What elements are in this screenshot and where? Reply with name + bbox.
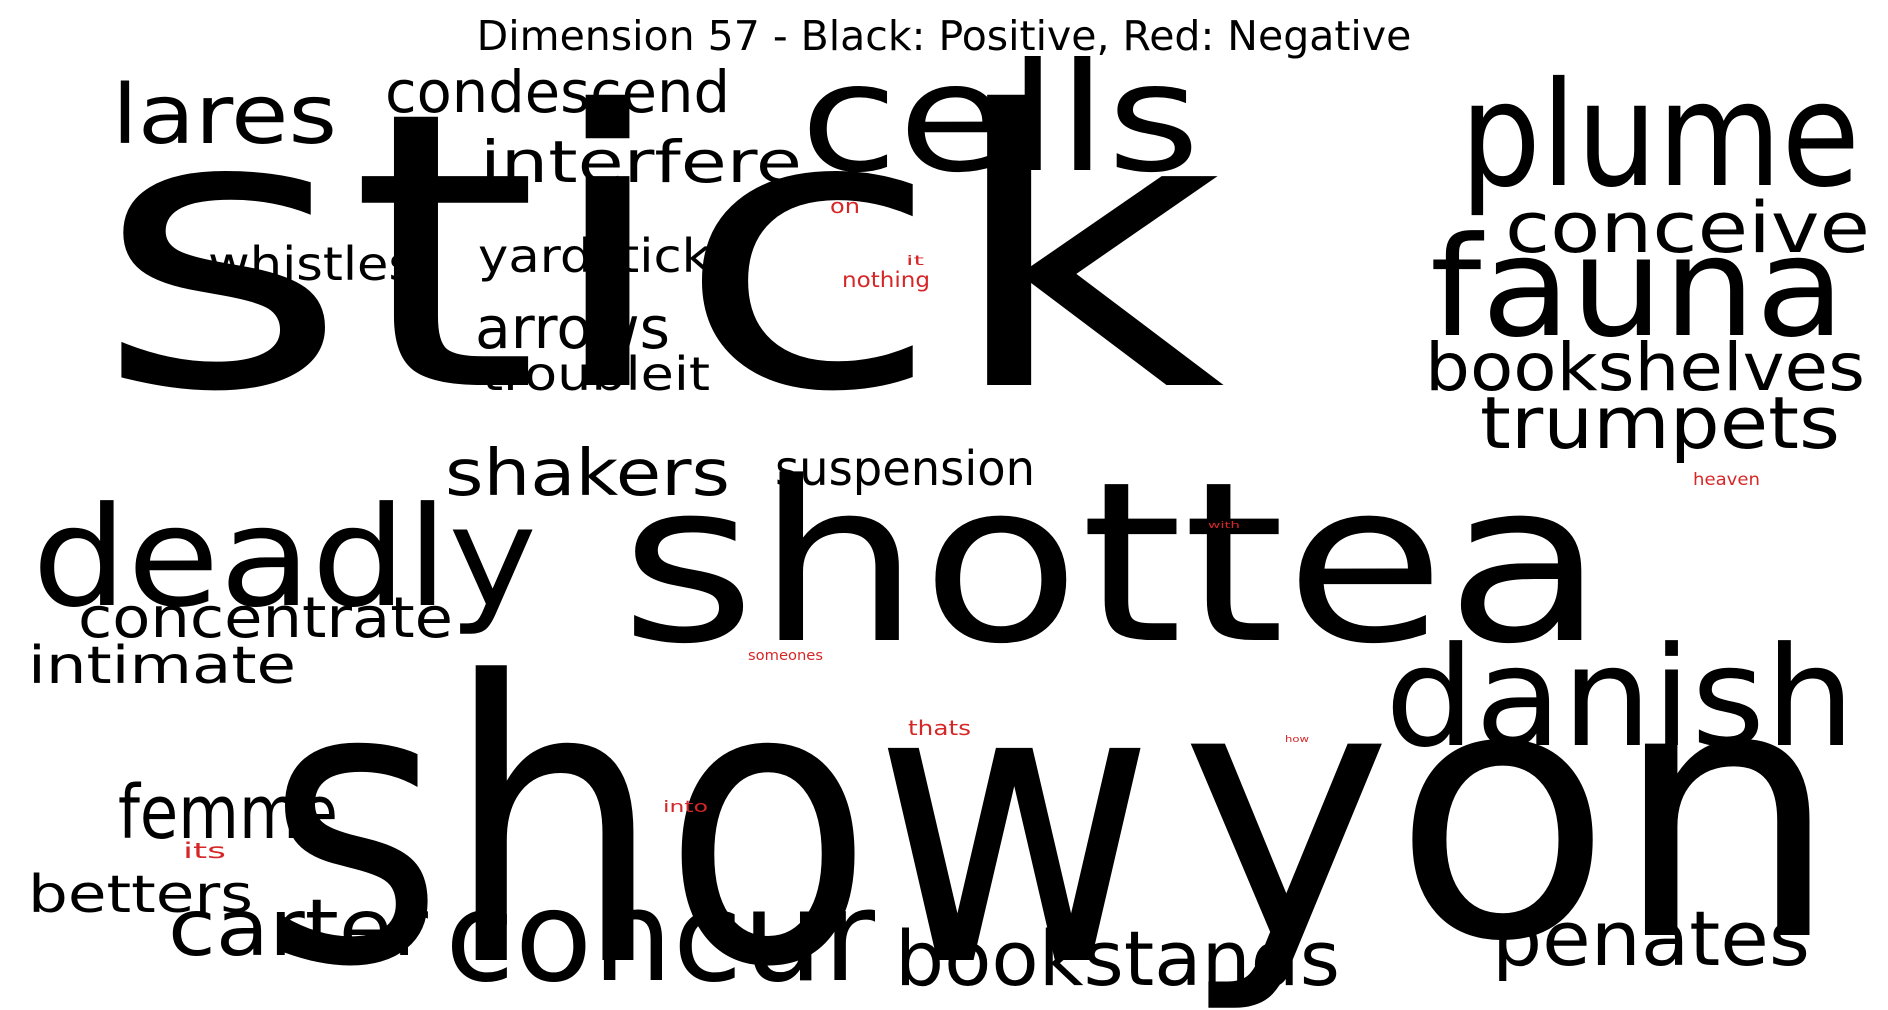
word-heaven: heaven [1693, 470, 1760, 490]
word-arrows: arrows [475, 294, 670, 362]
word-plume: plume [1460, 51, 1860, 220]
word-fauna: fauna [1430, 207, 1845, 368]
word-lares: lares [112, 68, 337, 163]
word-show: show [265, 600, 1155, 1010]
figure-title: Dimension 57 - Black: Positive, Red: Neg… [477, 12, 1412, 60]
word-femme: femme [118, 770, 338, 856]
word-danish: danish [1385, 617, 1855, 778]
word-intimate: intimate [28, 636, 296, 696]
word-it: it [906, 254, 924, 269]
word-suspension: suspension [775, 441, 1035, 497]
word-trumpets: trumpets [1480, 381, 1840, 465]
word-shakers: shakers [445, 437, 730, 511]
word-bookshelves: bookshelves [1425, 329, 1865, 406]
word-conceive: conceive [1505, 187, 1870, 269]
word-nothing: nothing [842, 268, 930, 292]
word-deadly: deadly [32, 477, 537, 638]
word-troubleit: troubleit [482, 347, 710, 401]
word-concur: concur [445, 863, 875, 1010]
word-cells: cells [800, 32, 1200, 206]
word-bookstands: bookstands [895, 914, 1340, 1003]
word-shottea: shottea [620, 435, 1605, 693]
word-yon: yon [1180, 610, 1840, 1010]
word-how: how [1285, 735, 1309, 745]
word-on: on [830, 194, 860, 218]
word-stick: stick [95, 31, 1225, 476]
word-thats: thats [908, 716, 971, 740]
word-yardsticks: yardsticks [478, 229, 738, 283]
word-carter: carter [168, 884, 429, 974]
word-interfere: interfere [480, 128, 802, 196]
word-with: with [1208, 521, 1240, 531]
word-condescend: condescend [385, 58, 730, 126]
word-penates: penates [1492, 894, 1810, 983]
word-its: its [183, 839, 226, 863]
word-someones: someones [748, 648, 823, 664]
word-betters: betters [28, 865, 253, 925]
word-whistles: whistles [208, 237, 415, 291]
word-concentrate: concentrate [78, 586, 453, 651]
word-into: into [663, 797, 708, 816]
